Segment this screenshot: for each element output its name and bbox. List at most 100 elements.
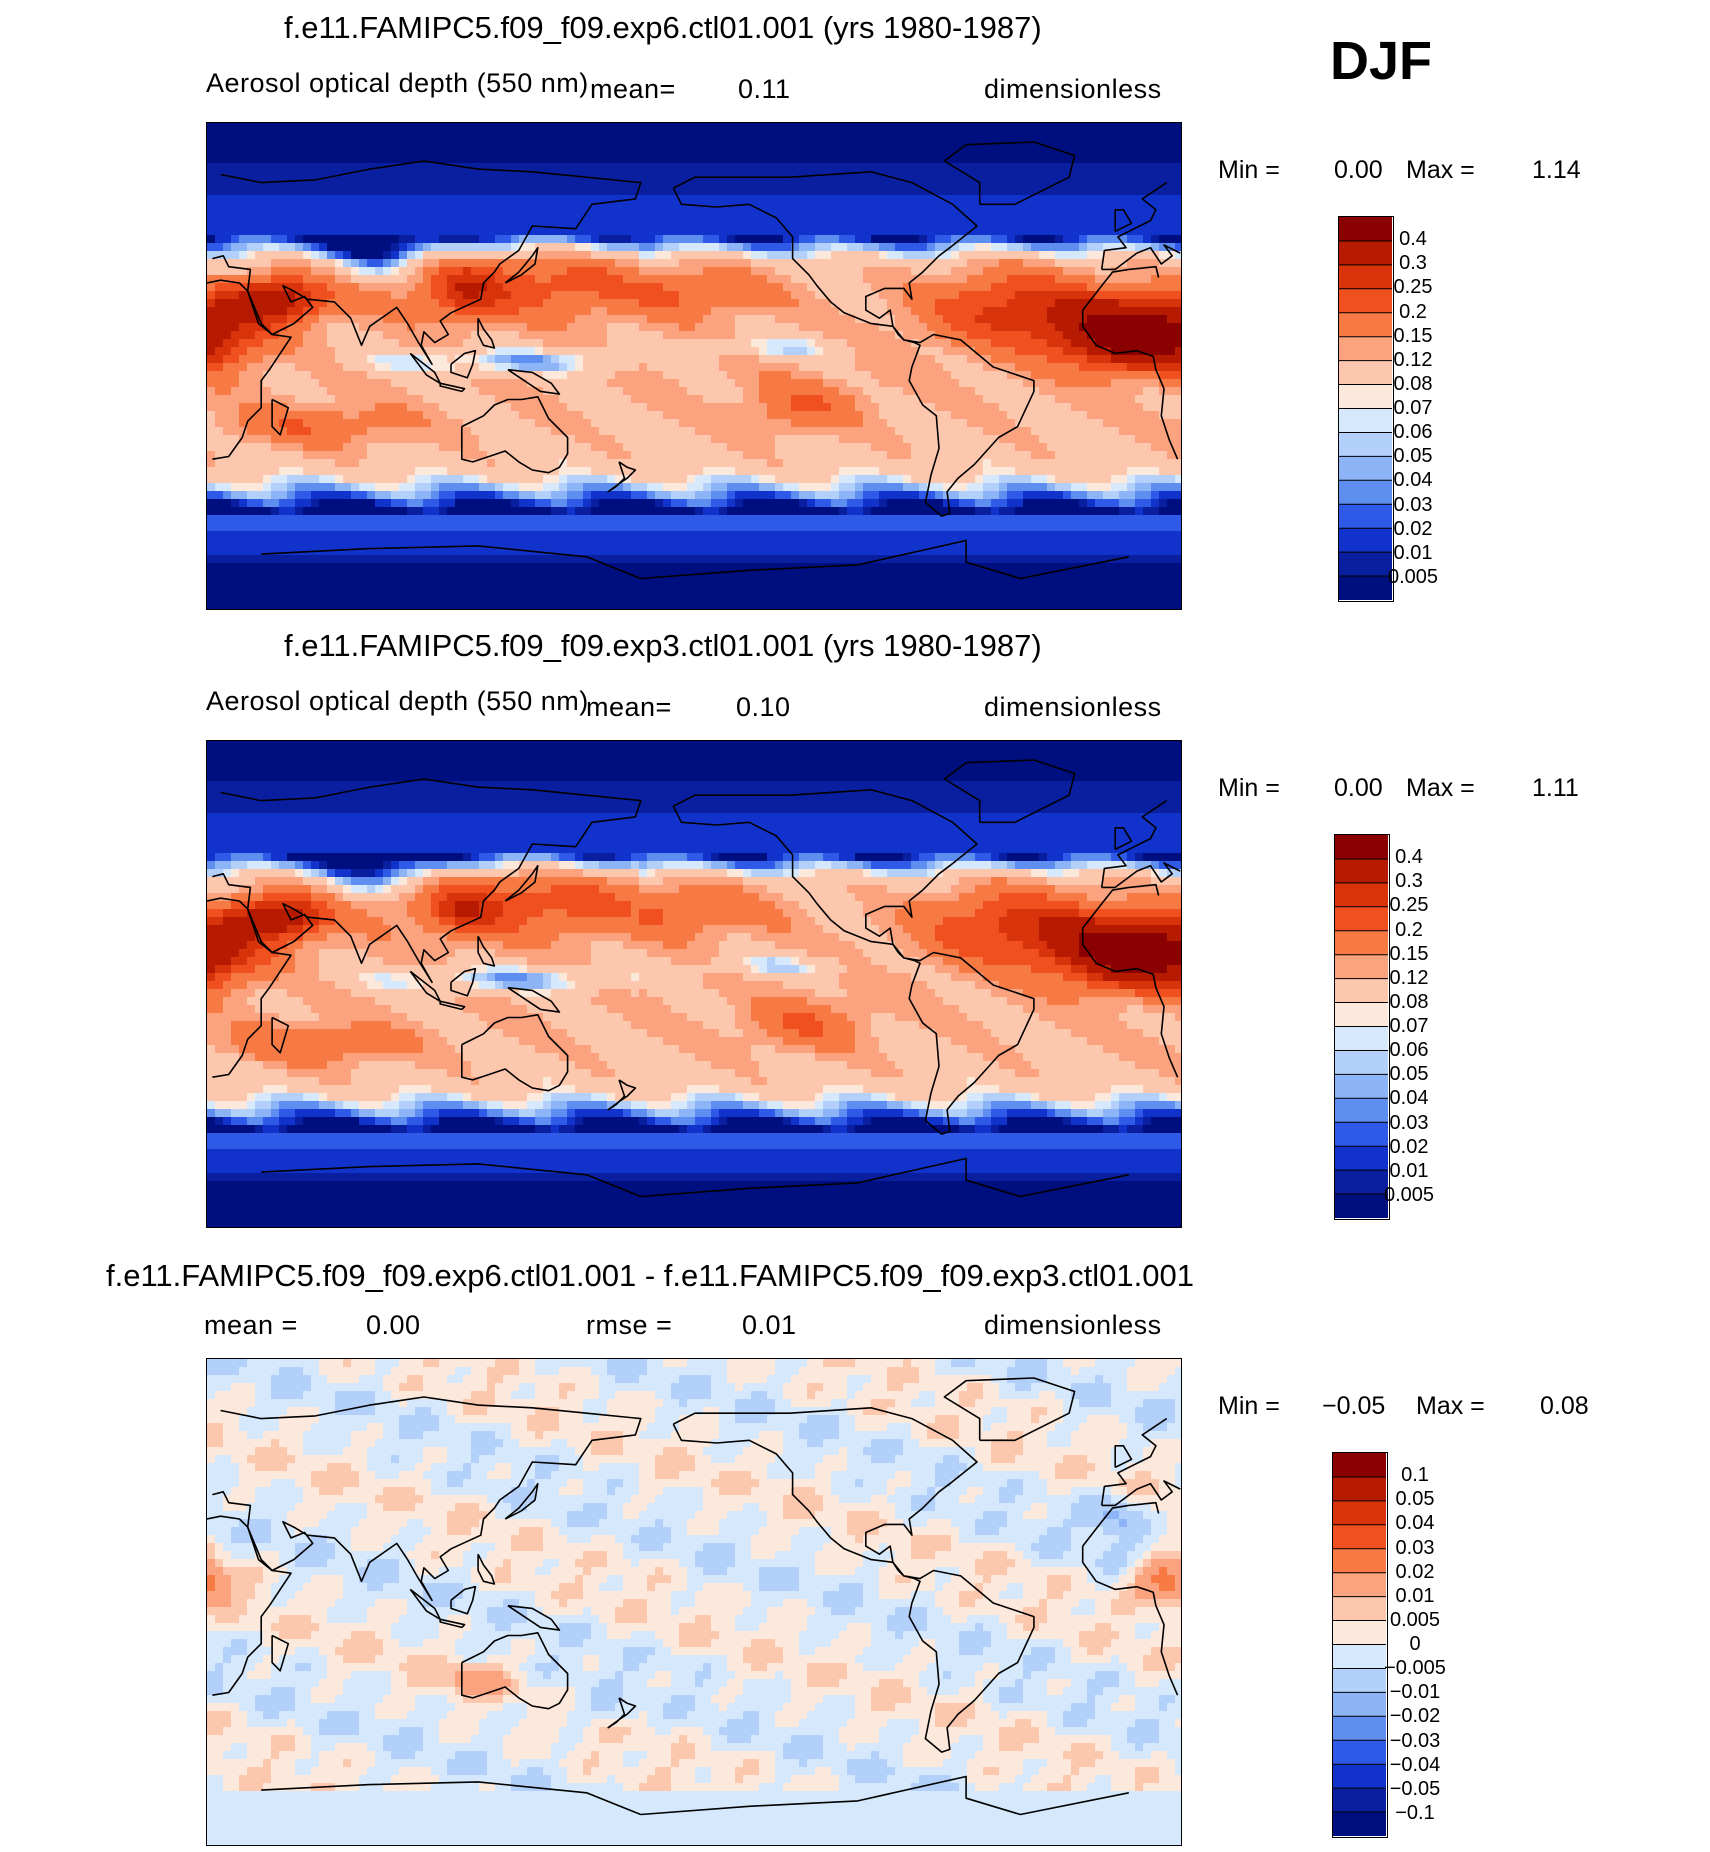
field-cell xyxy=(495,123,504,132)
field-cell xyxy=(743,331,752,340)
field-cell xyxy=(351,315,360,324)
field-cell xyxy=(447,443,456,452)
field-cell xyxy=(839,155,848,164)
field-cell xyxy=(1087,355,1096,364)
field-cell xyxy=(623,323,632,332)
field-cell xyxy=(687,315,696,324)
field-cell xyxy=(711,139,720,148)
field-cell xyxy=(423,131,432,140)
field-cell xyxy=(543,155,552,164)
field-cell xyxy=(671,283,680,292)
field-cell xyxy=(567,291,576,300)
field-cell xyxy=(991,227,1000,236)
field-cell xyxy=(607,123,616,132)
field-cell xyxy=(807,139,816,148)
field-cell xyxy=(511,379,520,388)
field-cell xyxy=(311,243,320,252)
field-cell xyxy=(1031,259,1040,268)
field-cell xyxy=(511,299,520,308)
field-cell xyxy=(279,123,288,132)
field-cell xyxy=(447,187,456,196)
field-cell xyxy=(287,427,296,436)
field-cell xyxy=(679,355,688,364)
field-cell xyxy=(791,235,800,244)
field-cell xyxy=(471,147,480,156)
field-cell xyxy=(935,395,944,404)
field-cell xyxy=(735,323,744,332)
field-cell xyxy=(767,131,776,140)
field-cell xyxy=(1119,267,1128,276)
field-cell xyxy=(503,211,512,220)
field-cell xyxy=(727,355,736,364)
field-cell xyxy=(719,235,728,244)
field-cell xyxy=(927,411,936,420)
field-cell xyxy=(895,443,904,452)
field-cell xyxy=(823,211,832,220)
field-cell xyxy=(527,427,536,436)
field-cell xyxy=(1039,251,1048,260)
field-cell xyxy=(895,235,904,244)
field-cell xyxy=(399,267,408,276)
field-cell xyxy=(607,147,616,156)
field-cell xyxy=(695,435,704,444)
field-cell xyxy=(383,443,392,452)
field-cell xyxy=(495,291,504,300)
field-cell xyxy=(871,235,880,244)
field-cell xyxy=(495,395,504,404)
field-cell xyxy=(799,387,808,396)
field-cell xyxy=(1087,179,1096,188)
field-cell xyxy=(487,259,496,268)
field-cell xyxy=(1143,259,1152,268)
field-cell xyxy=(487,395,496,404)
field-cell xyxy=(551,387,560,396)
field-cell xyxy=(967,291,976,300)
field-cell xyxy=(951,403,960,412)
field-cell xyxy=(1095,387,1104,396)
field-cell xyxy=(783,331,792,340)
field-cell xyxy=(327,379,336,388)
field-cell xyxy=(527,123,536,132)
field-cell xyxy=(455,291,464,300)
field-cell xyxy=(423,203,432,212)
field-cell xyxy=(1135,435,1144,444)
field-cell xyxy=(1159,299,1168,308)
field-cell xyxy=(1023,315,1032,324)
field-cell xyxy=(1071,419,1080,428)
field-cell xyxy=(871,139,880,148)
field-cell xyxy=(215,427,224,436)
field-cell xyxy=(583,187,592,196)
field-cell xyxy=(327,171,336,180)
field-cell xyxy=(359,307,368,316)
field-cell xyxy=(871,131,880,140)
field-cell xyxy=(1119,235,1128,244)
field-cell xyxy=(615,427,624,436)
field-cell xyxy=(1143,363,1152,372)
field-cell xyxy=(1159,131,1168,140)
field-cell xyxy=(607,443,616,452)
field-cell xyxy=(455,323,464,332)
field-cell xyxy=(783,147,792,156)
field-cell xyxy=(1175,123,1181,132)
field-cell xyxy=(1167,379,1176,388)
field-cell xyxy=(543,187,552,196)
field-cell xyxy=(407,155,416,164)
field-cell xyxy=(783,291,792,300)
field-cell xyxy=(503,315,512,324)
field-cell xyxy=(223,251,232,260)
field-cell xyxy=(679,427,688,436)
field-cell xyxy=(671,355,680,364)
field-cell xyxy=(239,219,248,228)
field-cell xyxy=(463,139,472,148)
field-cell xyxy=(639,411,648,420)
field-cell xyxy=(367,243,376,252)
field-cell xyxy=(695,179,704,188)
field-cell xyxy=(255,203,264,212)
field-cell xyxy=(823,195,832,204)
field-cell xyxy=(687,443,696,452)
field-cell xyxy=(247,171,256,180)
field-cell xyxy=(1151,155,1160,164)
field-cell xyxy=(887,235,896,244)
field-cell xyxy=(215,347,224,356)
field-cell xyxy=(855,379,864,388)
field-cell xyxy=(1103,267,1112,276)
